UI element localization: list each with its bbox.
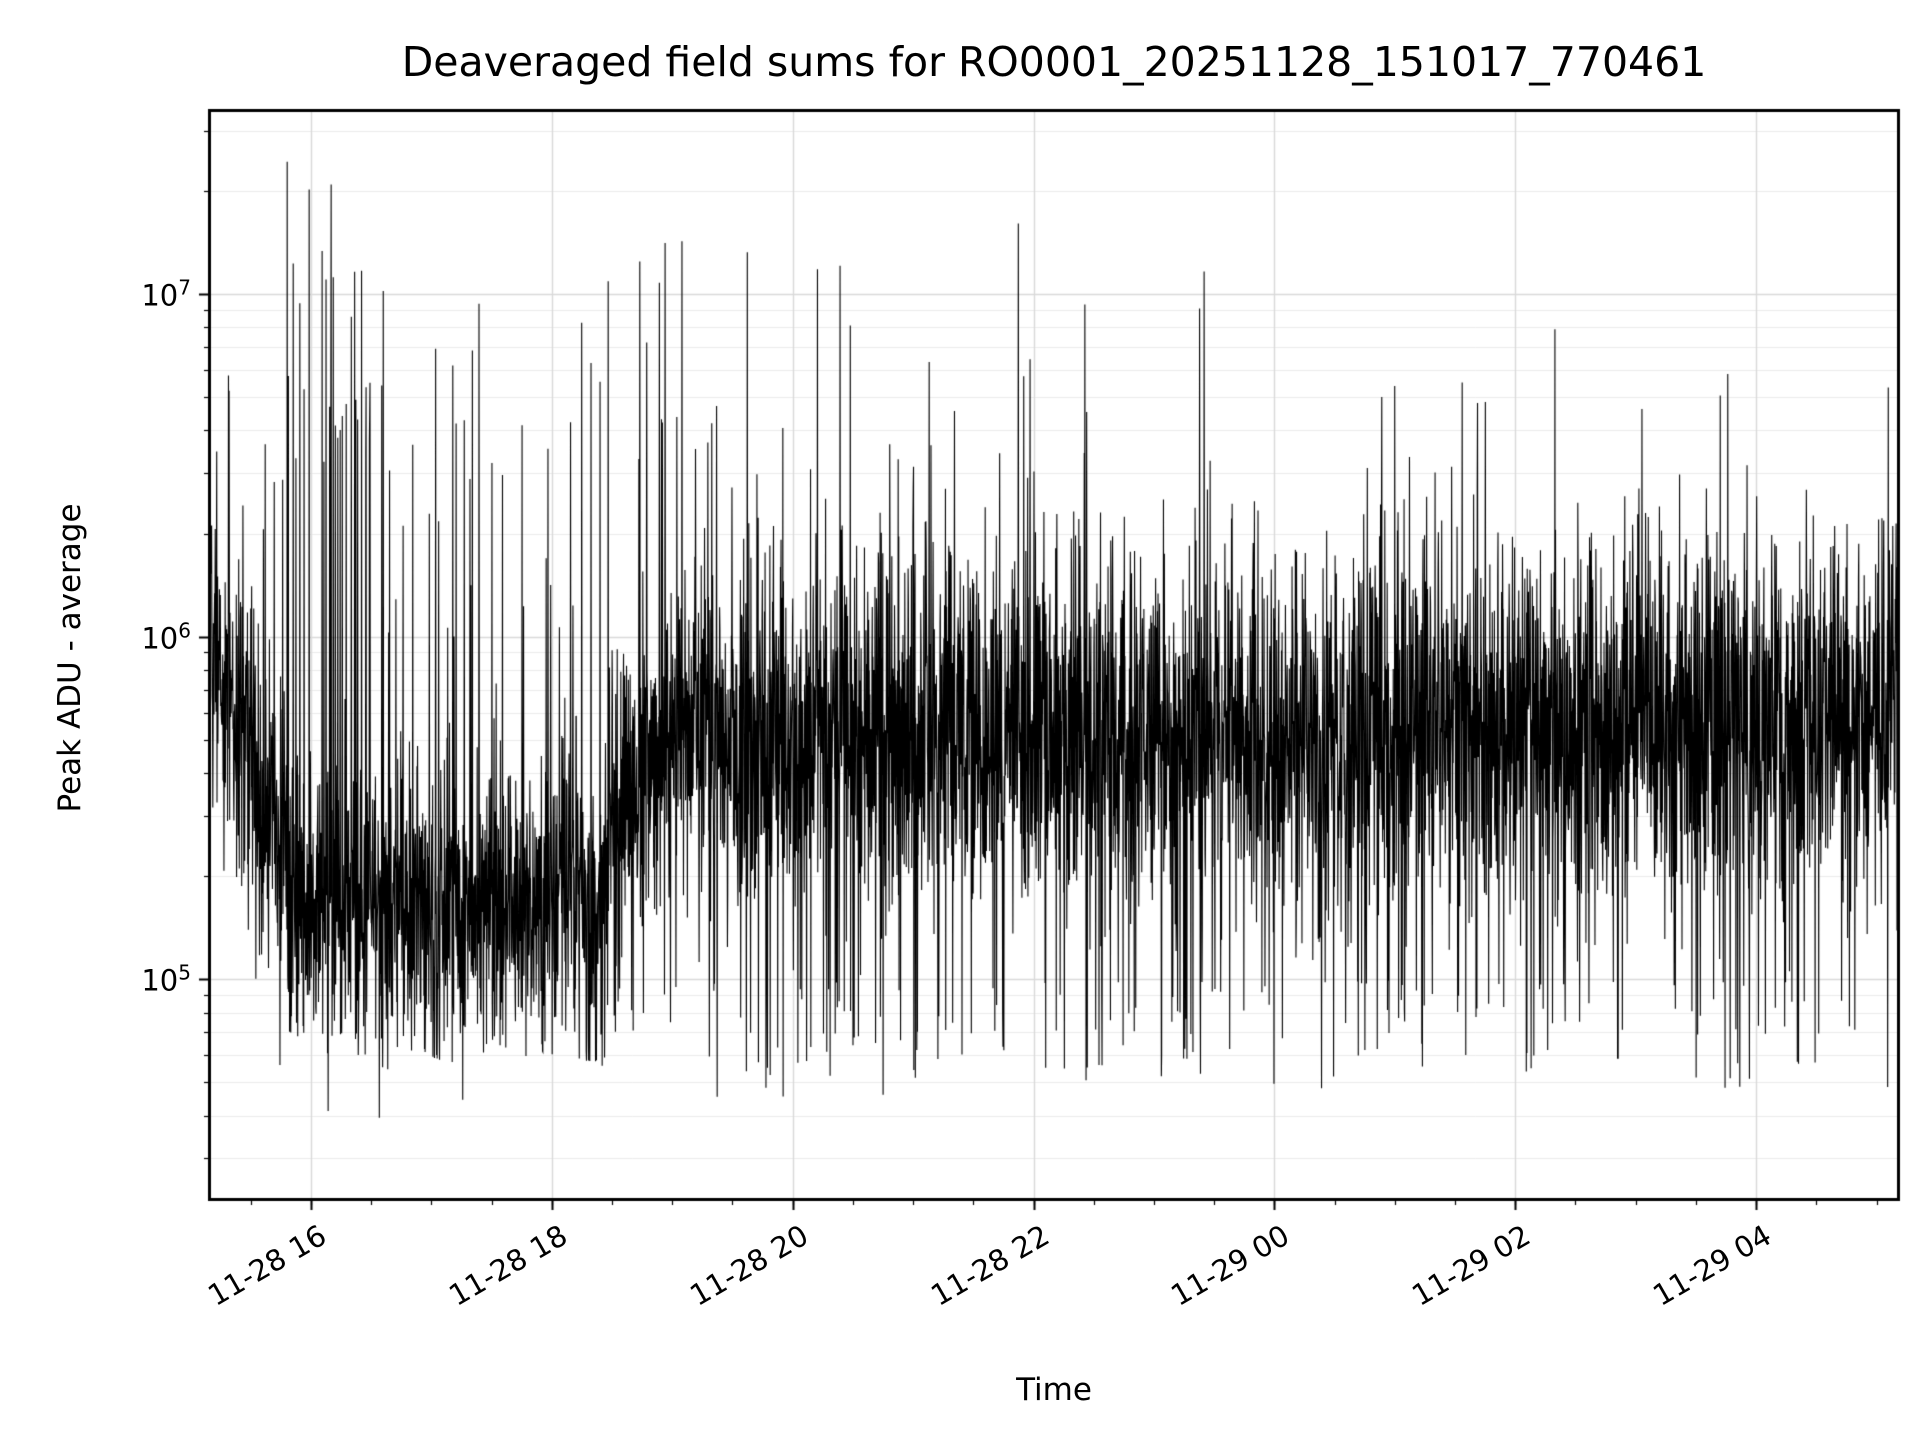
y-axis-label: Peak ADU - average xyxy=(52,503,88,813)
chart-title: Deaveraged field sums for RO0001_2025112… xyxy=(401,38,1707,86)
x-axis-label: Time xyxy=(1016,1372,1092,1408)
y-tick-label: 107 xyxy=(141,275,191,313)
y-tick-label: 105 xyxy=(141,960,191,998)
y-tick-label: 106 xyxy=(141,618,191,656)
